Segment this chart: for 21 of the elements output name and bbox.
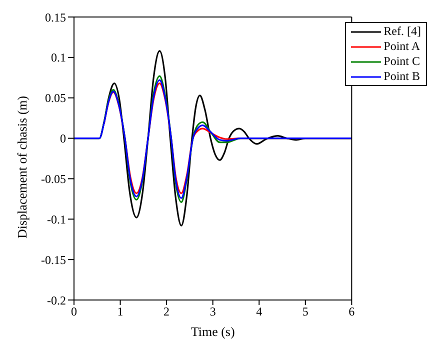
y-tick-label: 0.05 — [45, 91, 66, 106]
legend-label: Point A — [384, 39, 420, 54]
x-tick-label: 2 — [164, 304, 170, 319]
y-axis-title: Displacement of chasis (m) — [14, 96, 30, 238]
y-tick-label: 0.15 — [45, 10, 66, 24]
legend-label: Ref. [4] — [384, 24, 421, 39]
y-tick-label: 0 — [60, 132, 66, 146]
y-tick-label: 0.1 — [51, 50, 66, 65]
y-tick-label: -0.05 — [41, 172, 66, 186]
x-tick-label: 3 — [210, 304, 216, 319]
y-tick-label: -0.2 — [47, 293, 66, 308]
x-tick-label: 1 — [117, 304, 124, 319]
x-axis-title: Time (s) — [190, 324, 235, 339]
x-tick-label: 4 — [256, 304, 262, 319]
y-tick-label: -0.15 — [41, 252, 66, 267]
legend-label: Point C — [384, 54, 420, 69]
legend-label: Point B — [384, 69, 420, 84]
y-tick-label: -0.1 — [47, 212, 66, 226]
x-tick-label: 6 — [348, 304, 355, 319]
x-tick-label: 0 — [71, 304, 77, 319]
x-tick-label: 5 — [302, 304, 308, 319]
